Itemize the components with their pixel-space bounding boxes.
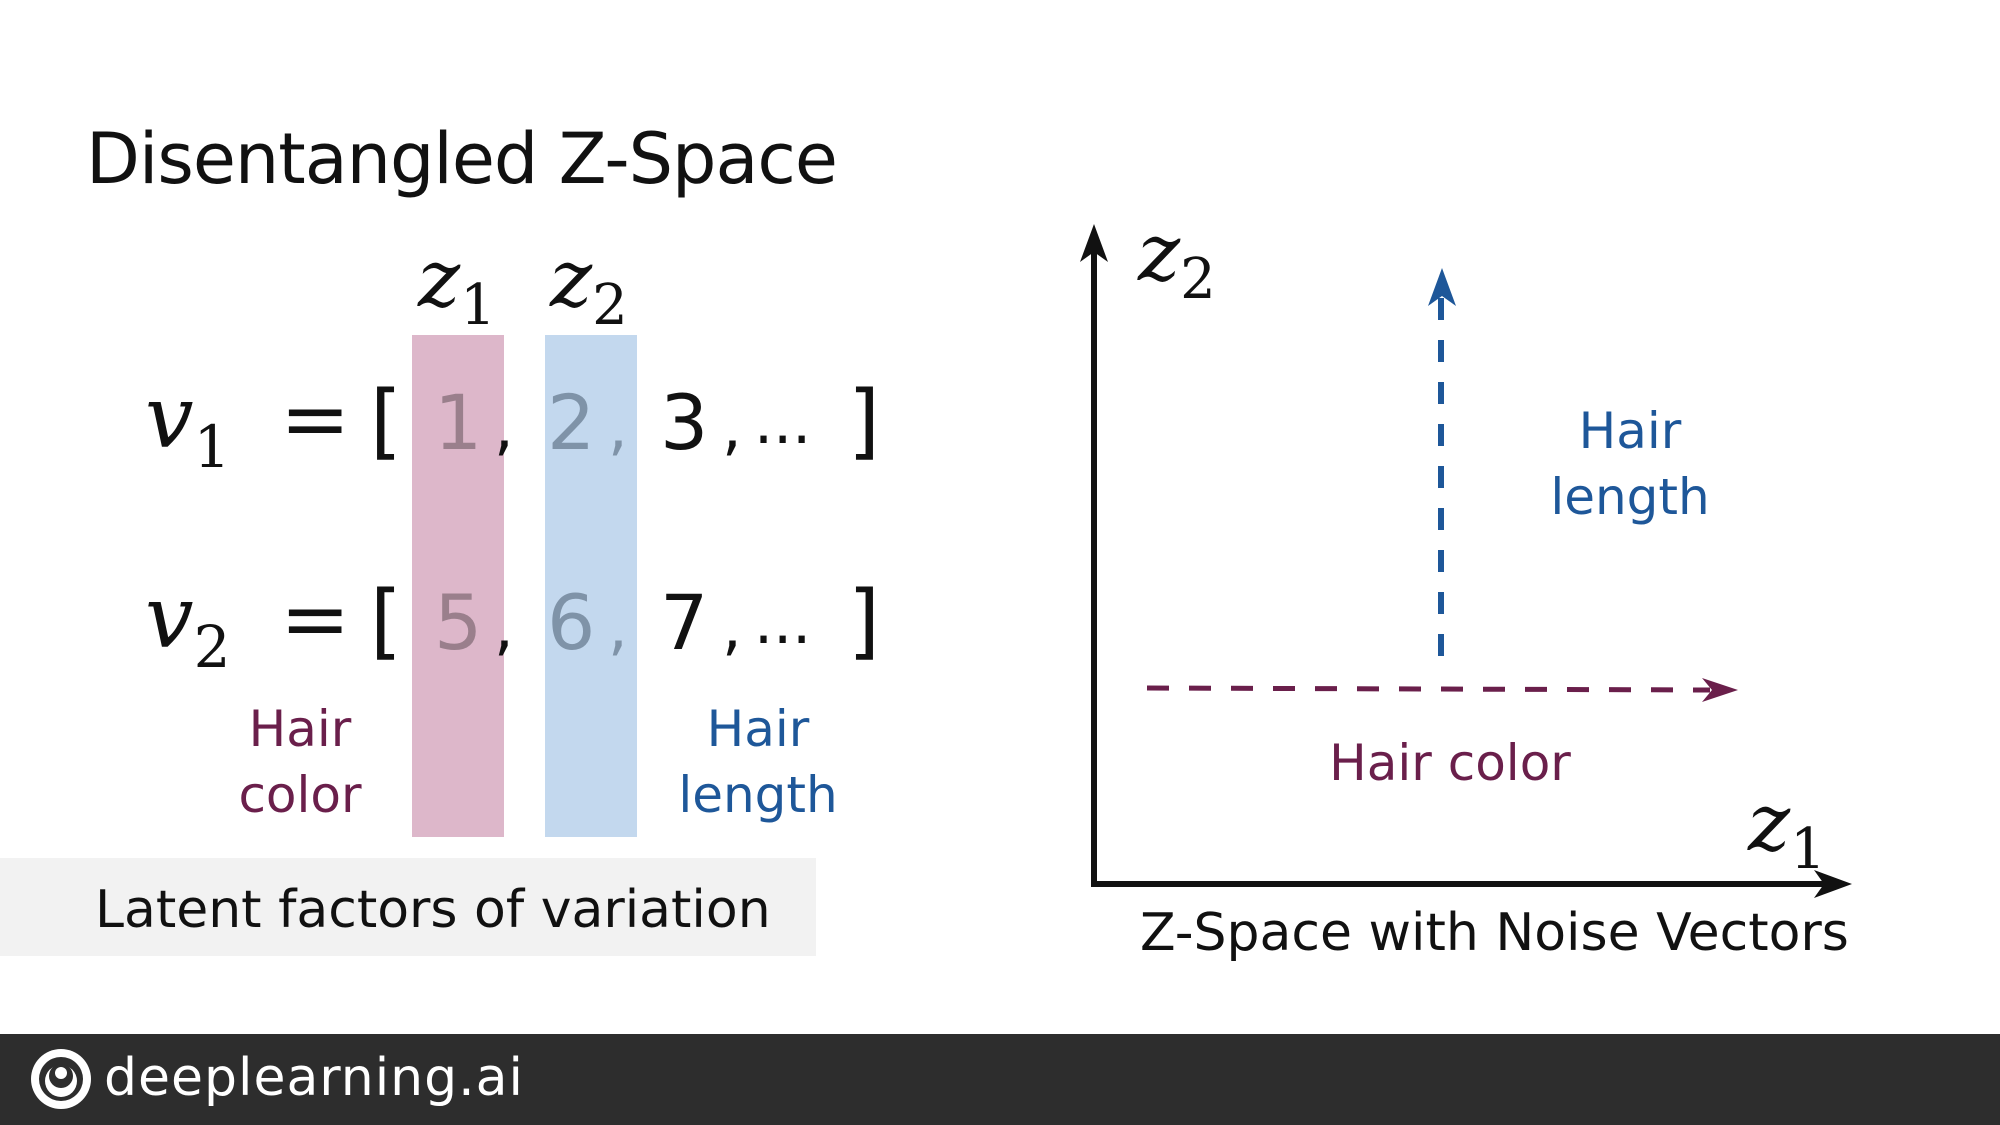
vector-v2-value-1: 5	[434, 578, 483, 667]
z1-column-highlight	[412, 335, 504, 837]
comma: ,	[722, 390, 742, 463]
vector-v2-ellipsis: ...	[754, 588, 812, 658]
z2-column-highlight	[545, 335, 637, 837]
vector-v1-ellipsis: ...	[754, 388, 812, 458]
x-axis-arrowhead	[1814, 870, 1852, 898]
vector-v1-value-2: 2	[547, 378, 596, 467]
hair-length-arrowhead	[1428, 268, 1456, 306]
y-axis-label: z2	[1138, 206, 1216, 312]
z-space-caption: Z-Space with Noise Vectors	[1140, 903, 1849, 963]
comma: ,	[608, 590, 628, 663]
comma: ,	[494, 590, 514, 663]
hair-color-arrowhead	[1702, 678, 1738, 702]
comma: ,	[722, 590, 742, 663]
footer-bar: deeplearning.ai	[0, 1034, 2000, 1125]
open-bracket: [	[370, 374, 402, 469]
latent-factors-caption: Latent factors of variation	[95, 880, 771, 940]
hair-color-arrow	[1146, 685, 1711, 693]
equals-sign: =	[280, 570, 351, 668]
slide-title: Disentangled Z-Space	[86, 118, 838, 200]
open-bracket: [	[370, 574, 402, 669]
axis-hair-length-label: Hair length	[1550, 402, 1710, 526]
hair-color-label: Hair color	[238, 700, 362, 824]
close-bracket: ]	[848, 574, 880, 669]
x-axis-label: z1	[1748, 776, 1826, 882]
hair-length-label: Hair length	[678, 700, 838, 824]
vector-v2-value-3: 7	[660, 578, 709, 667]
column-header-z2: z2	[550, 232, 628, 338]
vector-v1-value-1: 1	[434, 378, 483, 467]
vector-v2-name: v2	[145, 568, 231, 681]
vector-v1-value-3: 3	[660, 378, 709, 467]
comma: ,	[608, 390, 628, 463]
vector-v2-value-2: 6	[547, 578, 596, 667]
equals-sign: =	[280, 370, 351, 468]
brand-name[interactable]: deeplearning.ai	[104, 1048, 524, 1108]
deeplearning-logo-icon	[31, 1049, 91, 1109]
caption-background	[0, 858, 816, 956]
close-bracket: ]	[848, 374, 880, 469]
y-axis-arrowhead	[1080, 224, 1108, 262]
column-header-z1: z1	[418, 232, 496, 338]
comma: ,	[494, 390, 514, 463]
axis-hair-color-label: Hair color	[1329, 734, 1571, 792]
vector-v1-name: v1	[145, 368, 231, 481]
